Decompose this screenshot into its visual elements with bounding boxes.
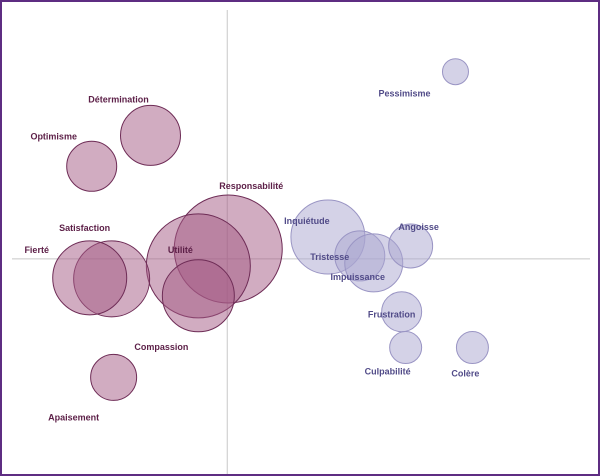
bubble-label: Angoisse	[398, 222, 439, 232]
bubble-apaisement	[90, 353, 138, 401]
bubble-compassion	[161, 259, 235, 333]
bubble-détermination	[120, 104, 182, 166]
labels: Pessimisme Détermination Optimisme Responsa…	[24, 89, 479, 423]
bubble-label: Responsabilité	[219, 181, 283, 191]
bubble-label: Culpabilité	[365, 367, 411, 377]
bubble-culpabilité	[389, 331, 423, 365]
bubble-label: Impuissance	[330, 272, 385, 282]
bubble-label: Inquiétude	[284, 216, 330, 226]
bubble-label: Colère	[451, 369, 479, 379]
bubble-label: Tristesse	[310, 252, 349, 262]
bubble-label: Fierté	[24, 245, 49, 255]
bubble-label: Détermination	[88, 94, 149, 104]
bubble-label: Optimisme	[30, 131, 77, 141]
bubble-pessimisme	[441, 58, 469, 86]
bubble-label: Compassion	[134, 342, 188, 352]
bubbles	[52, 58, 489, 401]
bubble-optimisme	[66, 140, 118, 192]
bubble-label: Pessimisme	[378, 89, 430, 99]
bubble-label: Frustration	[368, 310, 416, 320]
bubble-fierté	[52, 240, 128, 316]
bubble-label: Satisfaction	[59, 223, 110, 233]
bubble-label: Utilité	[168, 245, 193, 255]
bubble-colère	[455, 331, 489, 365]
bubble-label: Apaisement	[48, 412, 99, 422]
bubble-angoisse	[388, 223, 434, 269]
